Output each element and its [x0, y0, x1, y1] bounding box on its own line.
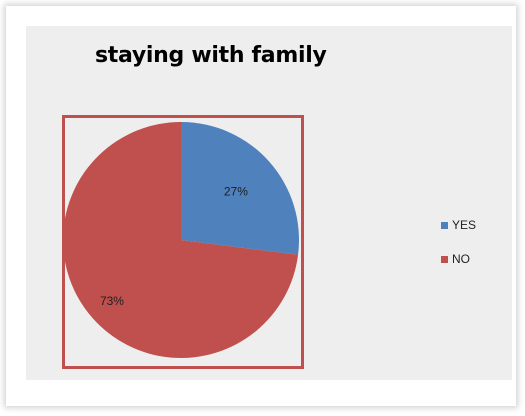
data-label-yes: 27% — [224, 185, 248, 199]
legend-swatch-no — [441, 255, 448, 263]
chart-title: staying with family — [95, 43, 327, 68]
legend-item-yes: YES — [441, 215, 476, 235]
data-label-no: 73% — [100, 294, 124, 308]
legend: YES NO — [441, 215, 476, 279]
legend-label-no: NO — [452, 252, 470, 266]
legend-swatch-yes — [441, 221, 448, 229]
pie-slice-yes — [181, 122, 300, 255]
legend-label-yes: YES — [452, 218, 477, 232]
legend-item-no: NO — [441, 249, 476, 269]
pie-slice-no — [63, 122, 299, 358]
